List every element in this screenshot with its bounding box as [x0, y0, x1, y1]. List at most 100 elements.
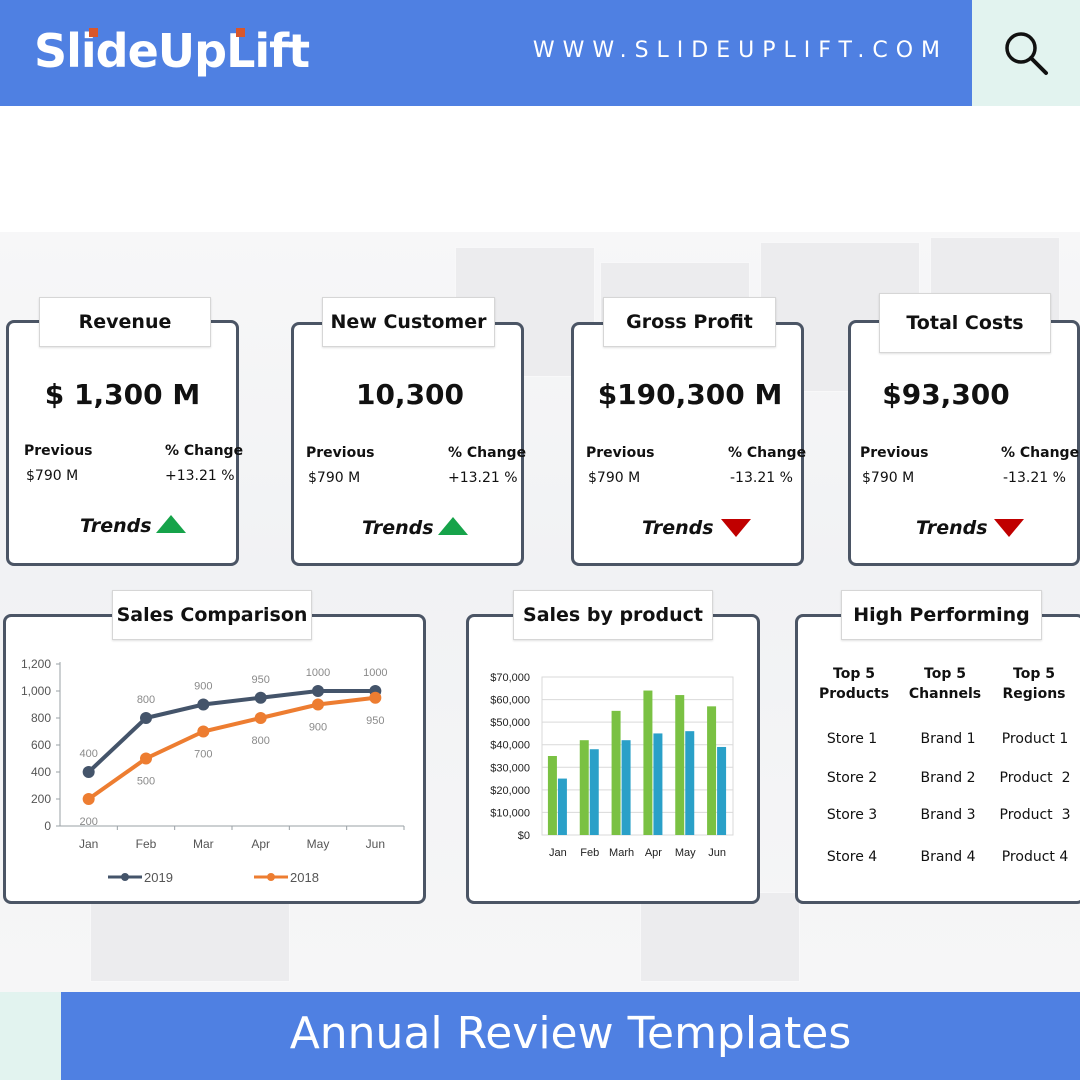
data-point-2019 [140, 712, 152, 724]
data-point-2018 [369, 691, 382, 704]
bar [685, 731, 695, 835]
x-tick-label: Jun [708, 847, 726, 859]
legend-label: 2018 [290, 870, 319, 885]
change-value: -13.21 % [730, 470, 793, 486]
series-line-2019 [87, 689, 376, 774]
previous-value: $790 M [588, 470, 641, 486]
bar [547, 756, 557, 835]
high-performing-title: High Performing [841, 590, 1042, 640]
bar [557, 778, 567, 835]
footer-title: Annual Review Templates [289, 1008, 852, 1059]
kpi-value: 10,300 [355, 378, 465, 411]
x-tick-label: Jan [79, 837, 98, 851]
y-tick-label: $0 [518, 830, 530, 842]
data-point-2018 [197, 725, 210, 738]
data-label-2018: 800 [251, 735, 269, 747]
hp-cell: Store 1 [826, 731, 878, 747]
kpi-card-new-customer [291, 322, 524, 566]
search-button[interactable] [972, 0, 1080, 106]
y-tick-label: $50,000 [490, 717, 530, 729]
footer-bar: Annual Review Templates [61, 992, 1080, 1080]
data-point-2019 [82, 766, 95, 778]
change-value: -13.21 % [1003, 470, 1066, 486]
y-tick-label: $60,000 [490, 695, 530, 707]
y-tick-label: $20,000 [490, 785, 530, 797]
bar [717, 746, 727, 835]
brand-logo[interactable]: SlideUpLift [34, 24, 310, 78]
x-tick-label: Jan [549, 847, 567, 859]
y-tick-label: $40,000 [490, 740, 530, 752]
kpi-value: $ 1,300 M [44, 378, 201, 411]
x-tick-label: Apr [251, 837, 270, 851]
data-label-2018: 200 [79, 816, 97, 828]
y-tick-label: 800 [31, 711, 51, 725]
y-tick-label: $10,000 [490, 807, 530, 819]
data-label-2019: 950 [251, 674, 269, 686]
data-label-2018: 950 [366, 715, 384, 727]
data-label-2019: 1000 [363, 667, 387, 679]
triangle-up-icon [438, 517, 468, 535]
data-label-2018: 500 [137, 776, 155, 788]
x-tick-label: Apr [645, 847, 662, 859]
legend-marker [267, 873, 275, 881]
y-tick-label: 200 [31, 792, 51, 806]
hp-cell: Product 3 [999, 807, 1071, 823]
x-tick-label: Feb [580, 847, 599, 859]
previous-value: $790 M [862, 470, 915, 486]
kpi-title: Gross Profit [603, 297, 776, 347]
kpi-title: Total Costs [879, 293, 1051, 353]
logo-dot-icon [236, 28, 245, 37]
data-point-2019 [254, 691, 267, 704]
x-tick-label: Marh [609, 847, 634, 859]
data-point-2018 [254, 712, 267, 724]
hp-cell: Brand 2 [920, 770, 976, 786]
plot-border [541, 676, 734, 836]
high-performing-card [795, 614, 1080, 904]
data-point-2019 [197, 698, 210, 711]
hp-cell: Store 3 [826, 807, 878, 823]
data-point-2018 [82, 793, 95, 805]
data-point-2018 [312, 698, 324, 711]
legend-label: 2019 [144, 870, 173, 885]
site-url-link[interactable]: WWW.SLIDEUPLIFT.COM [532, 38, 948, 63]
data-label-2019: 800 [137, 694, 155, 706]
sales-comparison-title: Sales Comparison [112, 590, 312, 640]
sales-comparison-chart: 0 200 400 600 800 1,000 1,200 Jan Feb Mar Apr May Ju… [21, 657, 405, 885]
y-tick-label: 600 [31, 738, 51, 752]
sales-comparison-card [3, 614, 426, 904]
change-value: +13.21 % [448, 470, 518, 486]
bar [611, 710, 621, 835]
previous-value: $790 M [26, 468, 79, 484]
previous-label: Previous [586, 445, 655, 461]
data-label-2018: 700 [194, 749, 212, 761]
previous-label: Previous [860, 445, 929, 461]
data-point-2019 [312, 685, 324, 697]
data-label-2018: 900 [309, 722, 327, 734]
hp-header-products: Top 5 Products [818, 666, 890, 702]
hp-header-regions: Top 5 Regions [1002, 666, 1066, 702]
bar [675, 695, 685, 835]
data-point-2018 [140, 752, 152, 765]
change-label: % Change [1001, 445, 1080, 461]
previous-label: Previous [24, 443, 93, 459]
hp-header-channels: Top 5 Channels [908, 666, 982, 702]
x-tick-label: May [675, 847, 696, 859]
change-label: % Change [728, 445, 807, 461]
bar [707, 706, 717, 835]
hp-cell: Store 4 [826, 849, 878, 865]
hp-cell: Product 1 [1001, 731, 1069, 747]
trends-label: Trends [916, 517, 988, 539]
logo-dot-icon [89, 28, 98, 37]
x-tick-label: Mar [193, 837, 214, 851]
y-tick-label: 400 [31, 765, 51, 779]
data-label-2019: 900 [194, 681, 212, 693]
trends-label: Trends [642, 517, 714, 539]
y-tick-label: 0 [44, 819, 51, 833]
previous-label: Previous [306, 445, 375, 461]
kpi-title: New Customer [322, 297, 495, 347]
hp-cell: Brand 1 [920, 731, 976, 747]
kpi-value: $93,300 [882, 378, 1010, 411]
x-tick-label: Jun [366, 837, 385, 851]
data-label-2019: 1000 [306, 667, 330, 679]
